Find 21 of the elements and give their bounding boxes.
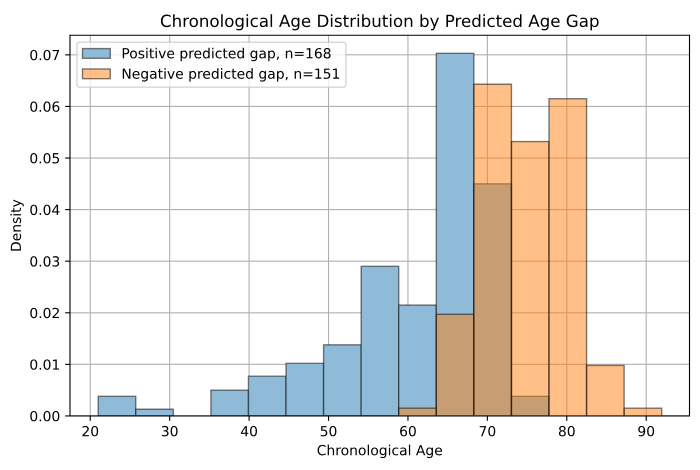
y-tick-label: 0.05 xyxy=(30,152,60,164)
x-tick-label: 70 xyxy=(480,426,496,436)
y-tick-label: 0.00 xyxy=(30,410,60,422)
x-axis-title: Chronological Age xyxy=(318,444,442,458)
chart-title: Chronological Age Distribution by Predicted Age Gap xyxy=(160,14,599,30)
y-tick-label: 0.04 xyxy=(30,204,60,216)
x-tick-label: 80 xyxy=(558,426,575,436)
legend-label: Negative predicted gap, n=151 xyxy=(122,68,340,82)
y-tick-label: 0.02 xyxy=(30,308,59,318)
legend-label: Positive predicted gap, n=168 xyxy=(122,48,331,62)
x-tick-label: 60 xyxy=(400,426,416,436)
y-tick-label: 0.06 xyxy=(30,101,60,112)
x-tick-label: 50 xyxy=(320,426,336,436)
x-tick-label: 40 xyxy=(240,426,258,436)
x-tick-label: 30 xyxy=(162,426,178,436)
y-tick-label: 0.01 xyxy=(30,359,59,370)
y-axis-title: Density xyxy=(10,200,24,251)
y-tick-label: 0.07 xyxy=(30,50,60,60)
x-tick-label: 20 xyxy=(82,426,98,436)
y-tick-label: 0.03 xyxy=(30,256,60,267)
x-tick-label: 90 xyxy=(638,426,654,436)
